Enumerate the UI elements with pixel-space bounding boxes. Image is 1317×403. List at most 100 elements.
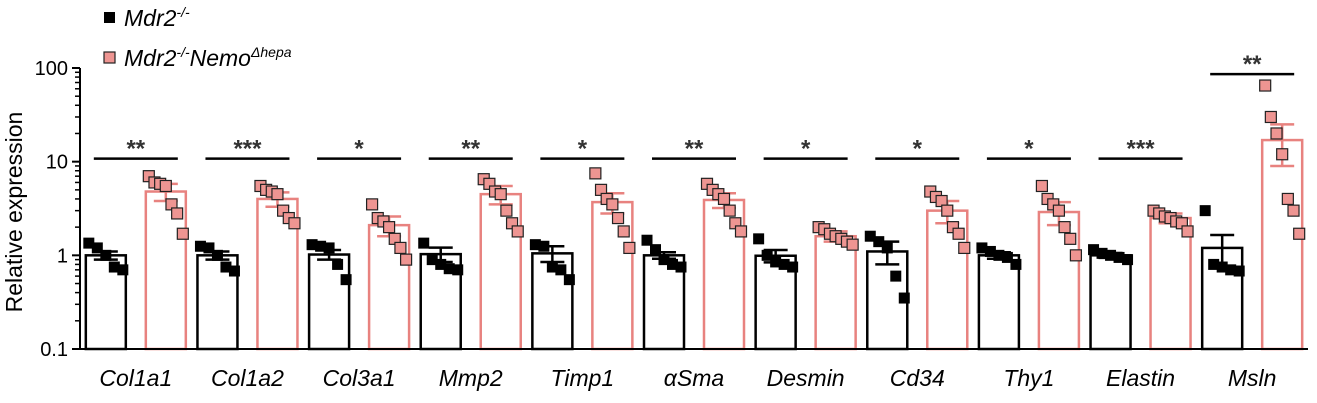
data-point <box>753 233 765 245</box>
y-tick-label: 1 <box>57 245 68 267</box>
data-point <box>1287 204 1300 217</box>
data-point <box>984 245 996 257</box>
data-point <box>1225 264 1237 276</box>
legend-entry: Mdr2-/- <box>124 4 190 31</box>
data-point <box>1010 258 1022 270</box>
data-point <box>1113 251 1125 263</box>
data-point <box>500 204 513 217</box>
data-point <box>890 270 902 282</box>
legend-name: Mdr2 <box>124 5 177 31</box>
data-point <box>717 192 731 206</box>
data-point <box>1259 79 1272 92</box>
significance-label: * <box>801 136 811 163</box>
data-point <box>723 204 736 217</box>
x-tick-label: Elastin <box>1106 365 1175 391</box>
y-tick-label: 10 <box>46 152 68 174</box>
legend: Mdr2-/-Mdr2-/-NemoΔhepa <box>103 4 292 71</box>
x-axis: Col1a1 Col1a2 Col3a1 Mmp2 Timp1 αSma Desmin Cd3… <box>80 348 1308 391</box>
data-point <box>1199 205 1211 217</box>
significance-label: * <box>354 136 364 163</box>
data-point <box>91 242 103 254</box>
data-point <box>494 188 507 201</box>
data-point <box>220 261 232 273</box>
data-point <box>864 230 876 242</box>
x-tick-label: Timp1 <box>551 365 615 391</box>
data-point <box>1105 249 1117 261</box>
data-point <box>1064 232 1077 245</box>
data-point <box>606 198 619 211</box>
data-point <box>563 274 575 286</box>
data-point <box>952 227 965 240</box>
data-point <box>452 264 464 276</box>
data-point <box>993 249 1005 261</box>
data-point <box>873 236 885 248</box>
data-point <box>418 237 430 249</box>
significance-label: * <box>578 136 588 163</box>
data-point <box>271 188 284 201</box>
legend-swatch <box>104 12 115 23</box>
data-point <box>159 179 172 193</box>
significance-label: ** <box>685 136 704 163</box>
data-point <box>734 225 748 238</box>
data-point <box>117 264 129 276</box>
data-point <box>332 258 344 270</box>
x-tick-label: Cd34 <box>890 365 945 391</box>
data-point <box>228 265 240 277</box>
data-point <box>787 261 799 273</box>
y-tick-label: 100 <box>35 58 68 80</box>
significance-label: ** <box>126 136 145 163</box>
legend-superscript: -/- <box>176 4 190 20</box>
data-point <box>555 264 567 276</box>
bar <box>591 200 634 351</box>
legend-entry: Mdr2-/-NemoΔhepa <box>124 44 292 71</box>
significance-label: ** <box>461 136 480 163</box>
data-point <box>1096 247 1108 259</box>
data-point <box>623 241 636 255</box>
y-axis-label: Relative expression <box>1 112 27 313</box>
data-point <box>667 258 678 270</box>
significance-label: ** <box>1243 51 1262 78</box>
bar <box>307 253 351 351</box>
x-tick-label: αSma <box>664 365 724 391</box>
significance-label: *** <box>233 136 262 163</box>
data-point <box>203 242 215 254</box>
data-point <box>1035 179 1049 193</box>
data-point <box>778 258 790 270</box>
data-point <box>288 217 301 230</box>
data-point <box>976 242 988 254</box>
data-point <box>83 237 95 249</box>
x-tick-label: Col1a1 <box>99 365 172 391</box>
bar <box>1149 216 1192 351</box>
data-point <box>100 249 112 261</box>
data-point <box>108 261 120 273</box>
data-point <box>1088 244 1100 256</box>
data-point <box>538 240 550 252</box>
data-point <box>589 167 602 180</box>
data-point <box>399 253 413 266</box>
data-point <box>426 254 438 266</box>
data-point <box>306 239 318 251</box>
data-point <box>529 239 541 251</box>
x-tick-label: Thy1 <box>1003 365 1054 391</box>
data-point <box>958 241 971 255</box>
data-point <box>1264 110 1277 124</box>
data-point <box>171 207 184 220</box>
data-point <box>1270 127 1283 140</box>
legend-name: Mdr2 <box>124 45 177 71</box>
data-point <box>443 263 455 275</box>
data-point <box>1058 221 1071 234</box>
legend-suffix-superscript: Δhepa <box>250 44 292 60</box>
data-point <box>617 225 630 238</box>
data-point <box>394 241 407 255</box>
data-point <box>641 234 653 246</box>
x-tick-label: Mmp2 <box>439 365 503 391</box>
data-point <box>1069 249 1083 262</box>
data-point <box>1276 148 1289 161</box>
data-point <box>211 249 223 261</box>
data-point <box>1293 227 1306 240</box>
data-point <box>315 240 327 252</box>
significance-label: * <box>1024 136 1034 163</box>
legend-superscript: -/- <box>176 44 190 60</box>
y-tick-label: 0.1 <box>40 339 68 361</box>
data-point <box>1122 254 1134 266</box>
